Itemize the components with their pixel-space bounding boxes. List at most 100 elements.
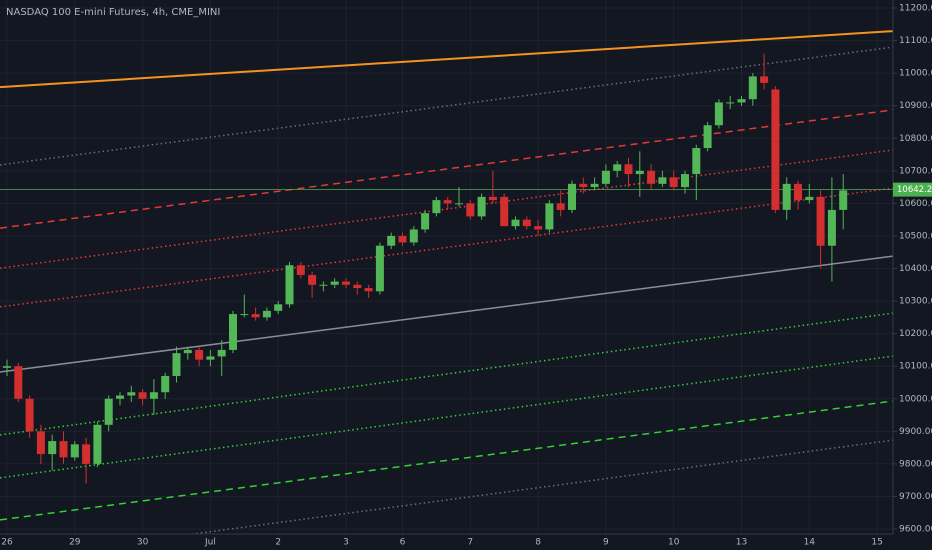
y-tick-label: 10700.00 bbox=[899, 166, 932, 176]
y-tick-label: 10100.00 bbox=[899, 362, 932, 372]
candle-body bbox=[669, 177, 678, 188]
x-tick-label: 2 bbox=[275, 538, 281, 548]
candle-body bbox=[714, 102, 723, 126]
candle-body bbox=[771, 89, 780, 210]
y-tick-label: 10900.00 bbox=[899, 101, 932, 111]
candle-body bbox=[353, 284, 362, 289]
candle-body bbox=[161, 375, 170, 393]
candle-body bbox=[500, 196, 509, 227]
candle-body bbox=[782, 183, 791, 210]
candle-body bbox=[477, 196, 486, 217]
x-tick-label: 8 bbox=[535, 538, 541, 548]
candle-body bbox=[488, 196, 497, 201]
trend-line bbox=[0, 355, 893, 479]
y-tick-label: 9900.00 bbox=[899, 427, 932, 437]
candle-body bbox=[827, 209, 836, 246]
x-tick-label: 9 bbox=[603, 538, 609, 548]
candle-body bbox=[36, 431, 45, 455]
candle-body bbox=[70, 444, 79, 458]
candle-body bbox=[421, 213, 430, 230]
candle-body bbox=[545, 203, 554, 230]
trend-line bbox=[187, 439, 893, 534]
candle-body bbox=[387, 235, 396, 246]
y-tick-label: 10600.00 bbox=[899, 199, 932, 209]
trend-line bbox=[0, 312, 893, 436]
candle-body bbox=[375, 245, 384, 292]
y-tick-label: 10000.00 bbox=[899, 394, 932, 404]
trend-line bbox=[0, 30, 893, 89]
x-tick-label: 3 bbox=[343, 538, 349, 548]
x-tick-label: 6 bbox=[400, 538, 406, 548]
candle-body bbox=[116, 395, 124, 399]
candle-body bbox=[466, 203, 475, 217]
candle-body bbox=[556, 203, 565, 210]
candle-body bbox=[240, 314, 249, 316]
candle-body bbox=[59, 441, 68, 458]
candle-body bbox=[579, 183, 588, 188]
candle-body bbox=[364, 288, 373, 292]
candle-body bbox=[206, 356, 215, 360]
x-tick-label: Jul bbox=[204, 538, 216, 548]
candle-body bbox=[251, 314, 260, 318]
candle-body bbox=[104, 398, 113, 425]
candle-body bbox=[805, 196, 814, 201]
candle-body bbox=[217, 349, 226, 357]
candle-body bbox=[726, 102, 735, 104]
candle-body bbox=[590, 183, 599, 188]
candle-body bbox=[816, 196, 825, 246]
plot-area bbox=[0, 30, 893, 534]
x-tick-label: 15 bbox=[871, 538, 882, 548]
candle-body bbox=[319, 284, 328, 286]
y-tick-label: 10200.00 bbox=[899, 329, 932, 339]
candle-body bbox=[25, 398, 34, 432]
candle-body bbox=[511, 219, 520, 227]
candle-body bbox=[14, 366, 23, 399]
candle-body bbox=[613, 164, 622, 171]
candle-body bbox=[839, 190, 848, 210]
candle-body bbox=[195, 349, 204, 360]
candle-body bbox=[93, 424, 102, 464]
candle-body bbox=[443, 200, 452, 204]
candle-body bbox=[308, 275, 317, 285]
x-tick-label: 29 bbox=[69, 538, 81, 548]
candle-body bbox=[624, 164, 633, 175]
candle-body bbox=[285, 265, 294, 305]
candle-body bbox=[229, 314, 237, 350]
candle-body bbox=[82, 444, 91, 464]
candle-body bbox=[274, 304, 283, 311]
x-tick-label: 10 bbox=[668, 538, 680, 548]
candle-body bbox=[748, 76, 757, 100]
last-price-label: 10642.25 bbox=[897, 185, 932, 195]
candle-body bbox=[681, 174, 689, 188]
candle-body bbox=[398, 235, 407, 243]
x-tick-label: 30 bbox=[137, 538, 149, 548]
y-tick-label: 11000.00 bbox=[899, 69, 932, 79]
candle-body bbox=[534, 226, 543, 230]
y-tick-label: 9700.00 bbox=[899, 492, 932, 502]
candle-body bbox=[760, 76, 769, 83]
candle-body bbox=[635, 170, 644, 175]
candle-body bbox=[455, 203, 463, 205]
candle-body bbox=[794, 183, 802, 201]
candle-body bbox=[432, 200, 441, 214]
y-tick-label: 10500.00 bbox=[899, 231, 932, 241]
y-tick-label: 10800.00 bbox=[899, 134, 932, 144]
candle-body bbox=[330, 281, 339, 285]
chart-title: NASDAQ 100 E-mini Futures, 4h, CME_MINI bbox=[6, 7, 220, 18]
trend-line bbox=[0, 46, 893, 166]
candle-body bbox=[149, 392, 158, 399]
last-price-tag bbox=[893, 182, 932, 197]
candle-body bbox=[127, 392, 136, 396]
candle-body bbox=[658, 177, 667, 184]
candle-body bbox=[409, 229, 418, 243]
trend-line bbox=[0, 109, 893, 229]
y-tick-label: 9600.00 bbox=[899, 525, 932, 535]
candle-body bbox=[48, 441, 57, 455]
candle-body bbox=[737, 99, 746, 103]
axes: 9600.009700.009800.009900.0010000.001010… bbox=[1, 4, 932, 548]
candle-body bbox=[522, 219, 531, 227]
candle-body bbox=[3, 366, 11, 368]
trend-line bbox=[0, 400, 893, 521]
candle-body bbox=[647, 170, 656, 184]
